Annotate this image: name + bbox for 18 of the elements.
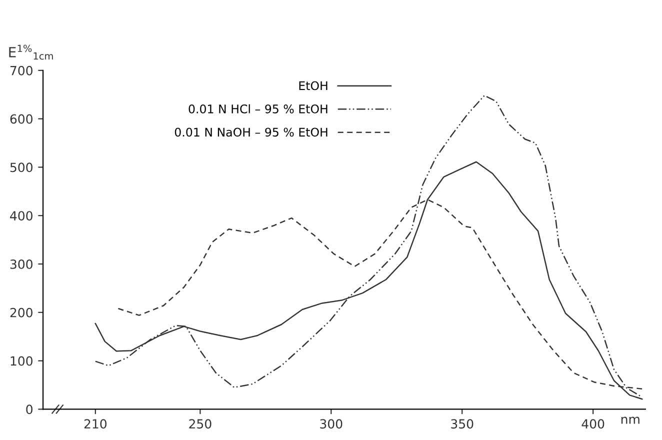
y-tick-label: 300 — [10, 259, 32, 269]
y-tick-label: 600 — [10, 114, 32, 124]
y-tick-label: 400 — [10, 211, 32, 221]
legend-label: 0.01 N HCl – 95 % EtOH — [188, 104, 328, 114]
y-axis-title: E$^{1%}$$_{1cm}$ — [9, 44, 53, 60]
y-tick-label: 700 — [10, 66, 32, 76]
legend-label: EtOH — [299, 81, 328, 90]
legend-label: 0.01 N NaOH – 95 % EtOH — [174, 128, 328, 137]
x-axis-title: nm — [621, 416, 640, 424]
x-tick-label: 300 — [320, 419, 342, 429]
x-tick-label: 250 — [189, 419, 212, 429]
y-tick-label: 0 — [26, 404, 32, 414]
x-tick-label: 400 — [582, 419, 604, 429]
y-tick-label: 500 — [10, 162, 32, 172]
x-tick-label: 350 — [451, 419, 474, 429]
x-tick-label: 210 — [84, 419, 107, 429]
y-tick-label: 100 — [10, 356, 32, 366]
y-tick-label: 200 — [10, 308, 32, 318]
